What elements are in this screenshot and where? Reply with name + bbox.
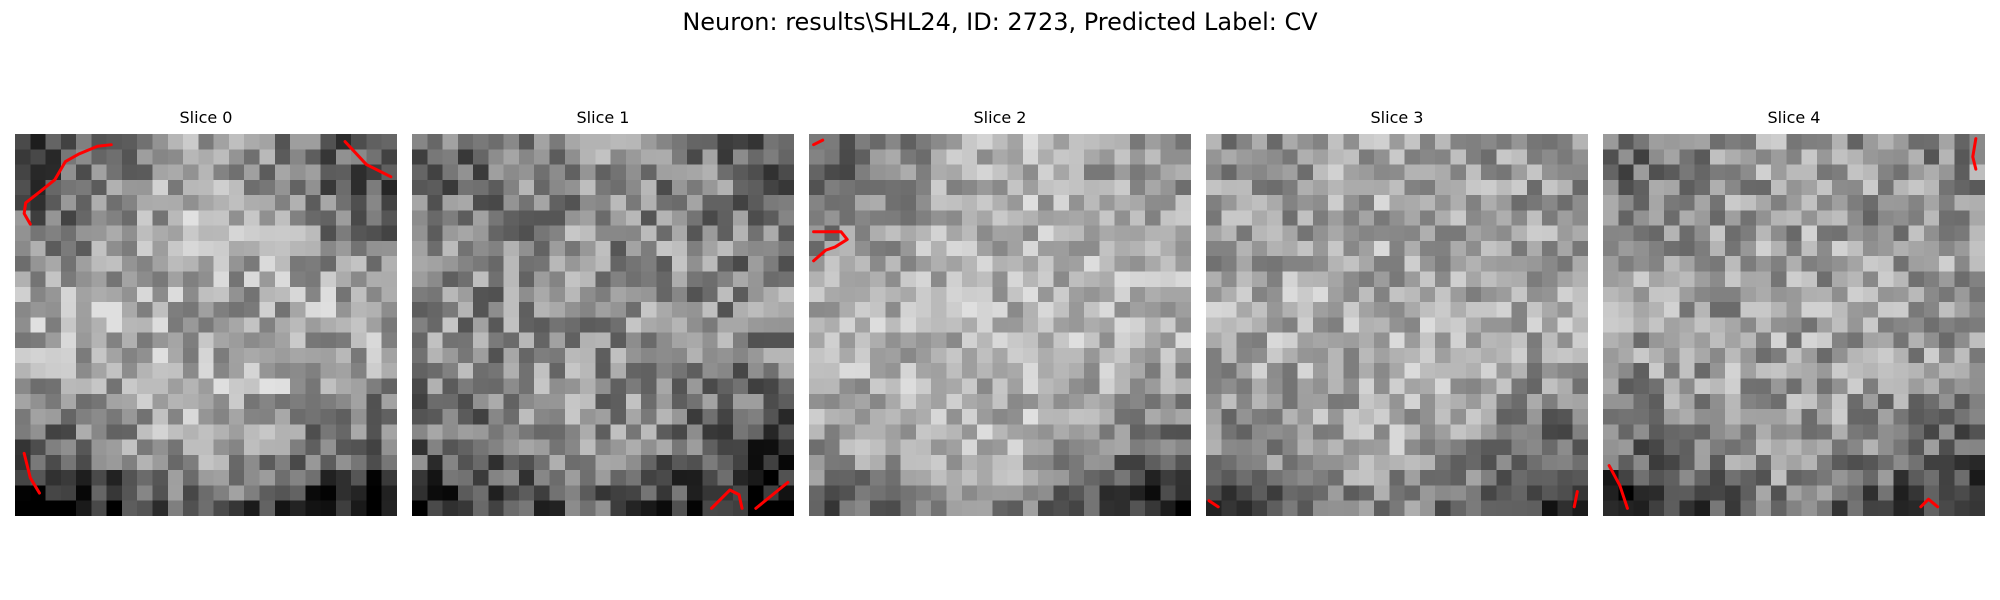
contour-line — [756, 482, 788, 508]
slice-panel-1: Slice 1 — [412, 108, 794, 516]
contour-line — [1574, 492, 1577, 507]
slice-image — [1206, 134, 1588, 516]
contour-line — [1609, 466, 1627, 509]
slice-title: Slice 2 — [973, 108, 1027, 127]
slice-panel-4: Slice 4 — [1603, 108, 1985, 516]
slice-image — [412, 134, 794, 516]
contour-line — [24, 453, 39, 493]
slice-panel-0: Slice 0 — [15, 108, 397, 516]
pixel-grid — [15, 134, 397, 516]
slice-image — [15, 134, 397, 516]
slice-image — [809, 134, 1191, 516]
slice-panel-3: Slice 3 — [1206, 108, 1588, 516]
slice-image — [1603, 134, 1985, 516]
slice-title: Slice 1 — [576, 108, 630, 127]
contour-line — [711, 490, 742, 508]
pixel-grid — [412, 134, 794, 516]
pixel-grid — [1603, 134, 1985, 516]
slice-title: Slice 3 — [1370, 108, 1424, 127]
slice-title: Slice 0 — [179, 108, 233, 127]
contour-line — [24, 145, 111, 224]
pixel-grid — [1206, 134, 1588, 516]
contour-line — [345, 142, 391, 177]
slice-title: Slice 4 — [1767, 108, 1821, 127]
contour-line — [1209, 501, 1218, 507]
contour-line — [814, 140, 823, 145]
slice-panel-2: Slice 2 — [809, 108, 1191, 516]
contour-line — [1921, 499, 1938, 507]
contour-line — [1973, 139, 1976, 170]
pixel-grid — [809, 134, 1191, 516]
contour-line — [814, 232, 848, 261]
figure-title: Neuron: results\SHL24, ID: 2723, Predict… — [682, 8, 1318, 36]
